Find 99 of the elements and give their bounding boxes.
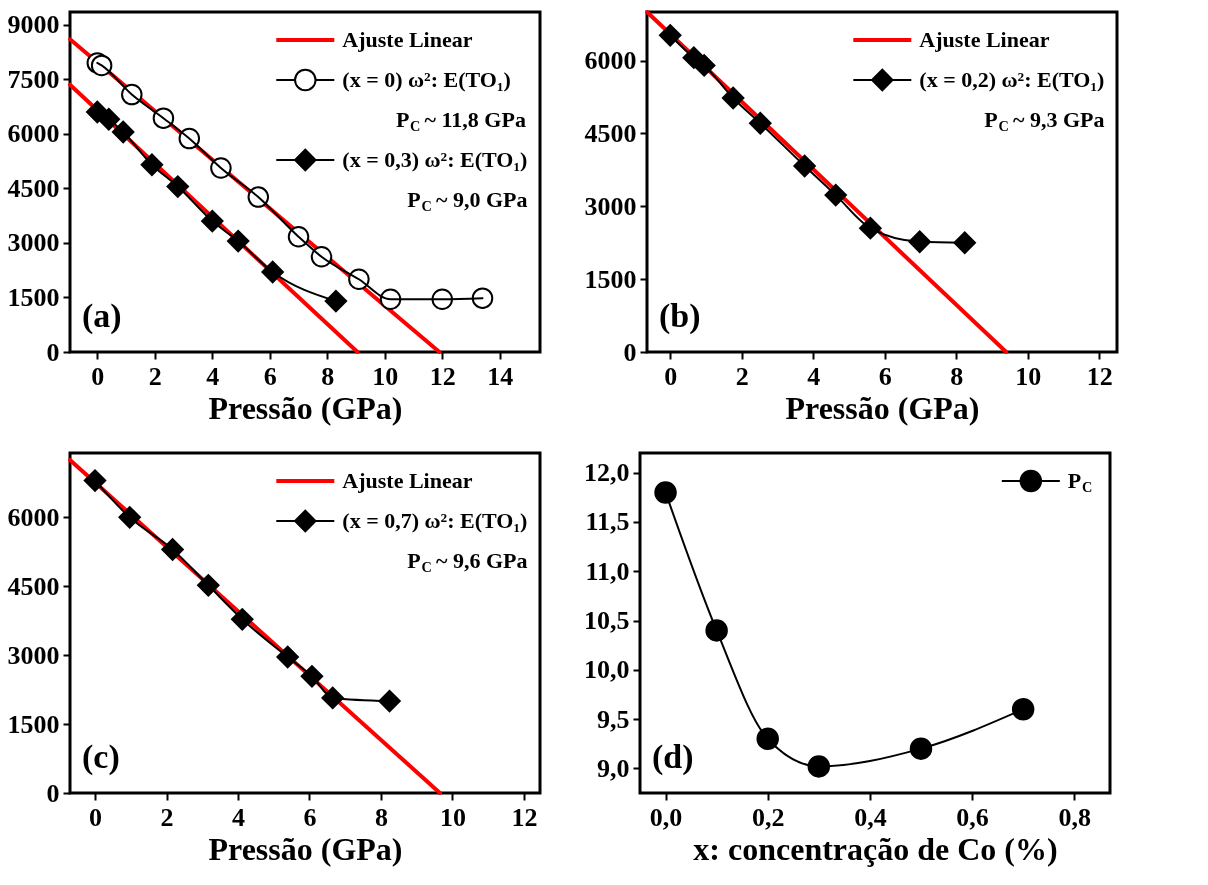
point xyxy=(807,755,831,778)
x-tick-label: 12 xyxy=(429,361,456,391)
y-tick-label: 11,0 xyxy=(585,556,630,586)
y-tick-label: 0 xyxy=(46,778,60,808)
annotation: (d) xyxy=(652,738,694,776)
point xyxy=(197,574,220,597)
point xyxy=(1011,698,1035,721)
x-tick-label: 6 xyxy=(263,361,277,391)
x-tick-label: 12 xyxy=(511,802,538,832)
x-axis-title: Pressão (GPa) xyxy=(208,830,403,867)
legend-label: (x = 0,7) ω²: E(TO₁) xyxy=(342,508,528,533)
y-tick-label: 4500 xyxy=(7,571,60,601)
point xyxy=(226,229,250,253)
x-tick-label: 4 xyxy=(206,361,220,391)
point xyxy=(909,737,933,760)
point xyxy=(378,689,401,713)
x-tick-label: 2 xyxy=(735,361,749,391)
y-tick-label: 9000 xyxy=(7,10,60,40)
legend-label: (x = 0,2) ω²: E(TO₁) xyxy=(919,67,1105,92)
legend-label: Ajuste Linear xyxy=(342,468,473,493)
point xyxy=(321,686,344,710)
point xyxy=(201,209,224,233)
point xyxy=(140,153,164,176)
x-tick-label: 10 xyxy=(372,361,399,391)
x-tick-label: 4 xyxy=(807,361,821,391)
x-tick-label: 8 xyxy=(321,361,335,391)
y-tick-label: 4500 xyxy=(7,173,60,203)
point xyxy=(161,538,184,561)
point xyxy=(324,289,348,313)
y-tick-label: 3000 xyxy=(7,228,60,258)
point xyxy=(654,481,677,504)
x-tick-label: 14 xyxy=(487,361,514,391)
x-tick-label: 6 xyxy=(303,802,317,832)
y-tick-label: 6000 xyxy=(584,46,637,76)
point xyxy=(692,54,716,77)
x-tick-label: 4 xyxy=(231,802,245,832)
y-tick-label: 6000 xyxy=(7,119,60,149)
y-tick-label: 10,5 xyxy=(584,606,630,636)
annotation: (b) xyxy=(659,297,701,335)
point xyxy=(658,24,682,47)
legend-label: (x = 0,3) ω²: E(TO₁) xyxy=(342,147,528,172)
point xyxy=(300,665,324,688)
x-tick-label: 10 xyxy=(439,802,466,832)
x-tick-label: 0 xyxy=(664,361,678,391)
x-tick-label: 0,6 xyxy=(956,802,989,832)
x-tick-label: 0 xyxy=(89,802,103,832)
y-tick-label: 3000 xyxy=(7,640,60,670)
y-tick-label: 1500 xyxy=(584,264,637,294)
annotation: (a) xyxy=(82,297,122,335)
x-tick-label: 0,2 xyxy=(751,802,785,832)
x-tick-label: 0,4 xyxy=(854,802,887,832)
x-tick-label: 0,0 xyxy=(649,802,683,832)
x-tick-label: 6 xyxy=(878,361,892,391)
legend-label: Ajuste Linear xyxy=(342,27,473,52)
x-axis-title: x: concentração de Co (%) xyxy=(693,830,1058,867)
point xyxy=(705,619,728,642)
y-tick-label: 6000 xyxy=(7,502,60,532)
point xyxy=(261,260,284,284)
x-tick-label: 2 xyxy=(160,802,174,832)
point xyxy=(471,287,494,309)
x-tick-label: 8 xyxy=(950,361,964,391)
point xyxy=(749,111,772,135)
x-tick-label: 8 xyxy=(374,802,388,832)
point xyxy=(908,230,931,253)
x-tick-label: 0 xyxy=(91,361,105,391)
x-tick-label: 12 xyxy=(1086,361,1113,391)
y-tick-label: 12,0 xyxy=(584,458,630,488)
point xyxy=(118,506,141,529)
y-tick-label: 9,5 xyxy=(597,704,630,734)
y-tick-label: 10,0 xyxy=(584,655,630,685)
point xyxy=(276,645,299,669)
legend-label: (x = 0) ω²: E(TO₁) xyxy=(342,67,511,92)
x-tick-label: 0,8 xyxy=(1058,802,1091,832)
x-tick-label: 2 xyxy=(148,361,162,391)
point xyxy=(83,469,107,492)
point xyxy=(953,231,976,254)
annotation: (c) xyxy=(82,738,120,776)
y-tick-label: 9,0 xyxy=(597,753,630,783)
x-tick-label: 10 xyxy=(1015,361,1042,391)
point xyxy=(756,727,779,751)
y-tick-label: 1500 xyxy=(7,709,60,739)
point xyxy=(824,183,847,207)
point xyxy=(721,86,745,110)
point xyxy=(166,175,190,198)
y-tick-label: 1500 xyxy=(7,282,60,312)
y-tick-label: 0 xyxy=(623,337,637,367)
point xyxy=(231,608,254,631)
y-tick-label: 4500 xyxy=(584,118,637,148)
point xyxy=(793,154,816,178)
point xyxy=(859,216,882,240)
y-tick-label: 11,5 xyxy=(585,507,630,537)
y-tick-label: 3000 xyxy=(584,191,637,221)
x-axis-title: Pressão (GPa) xyxy=(208,389,403,426)
point xyxy=(97,108,121,131)
point xyxy=(111,120,135,144)
y-tick-label: 7500 xyxy=(7,64,60,94)
legend-label: Ajuste Linear xyxy=(919,27,1050,52)
y-tick-label: 0 xyxy=(46,337,60,367)
x-axis-title: Pressão (GPa) xyxy=(785,389,980,426)
